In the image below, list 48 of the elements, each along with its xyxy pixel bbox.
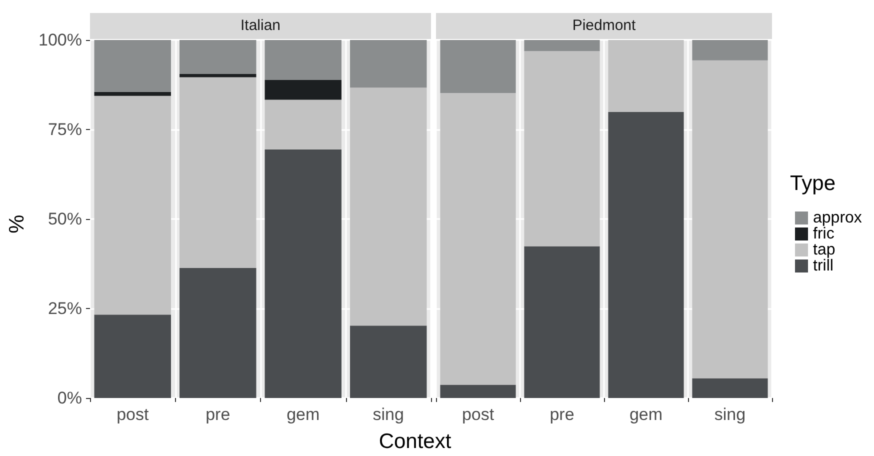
y-tick-label: 0% (57, 388, 82, 408)
bar (350, 88, 427, 326)
y-tick-label: 25% (48, 299, 82, 318)
bar (94, 314, 171, 398)
bar (264, 40, 342, 80)
y-tick-label: 75% (48, 120, 82, 139)
y-tick-label: 50% (48, 210, 82, 228)
bar (608, 40, 684, 112)
x-tick-label: gem (629, 405, 663, 424)
bar (440, 384, 516, 398)
bar (692, 40, 768, 60)
bar (524, 40, 600, 52)
y-tick-label: 100% (38, 30, 82, 50)
bar (264, 80, 342, 100)
legend-label: trill (813, 258, 834, 274)
x-tick-label: pre (550, 405, 574, 424)
bar (94, 96, 171, 315)
x-tick-label: post (462, 405, 494, 424)
bar (440, 92, 516, 385)
bar (692, 60, 768, 378)
x-tick-label: post (116, 405, 149, 424)
bar (350, 326, 427, 398)
legend-label: tap (813, 242, 836, 258)
bar (94, 92, 171, 96)
x-axis-title: Context (378, 430, 452, 454)
bar (180, 77, 256, 268)
x-tick-label: gem (286, 405, 320, 424)
bar (608, 112, 684, 398)
bar (264, 150, 342, 398)
bar (440, 40, 516, 93)
bar (264, 100, 342, 150)
bar (180, 74, 256, 78)
x-tick-label: sing (714, 405, 746, 424)
y-axis-title: % (5, 214, 30, 234)
x-tick-label: sing (372, 405, 404, 424)
bar (180, 268, 256, 398)
legend-title: Type (790, 172, 836, 196)
bar (180, 40, 256, 74)
bar (350, 40, 427, 88)
legend-label: fric (813, 226, 834, 242)
bar (524, 246, 600, 398)
chart-title: Piedmont (436, 13, 772, 39)
chart-title: Italian (90, 13, 431, 39)
x-tick-label: pre (206, 405, 230, 424)
legend-label: approx (813, 210, 862, 226)
bar (692, 378, 768, 398)
bar (94, 40, 171, 92)
bar (524, 51, 600, 246)
